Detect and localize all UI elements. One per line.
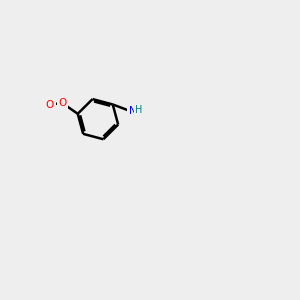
Text: O: O <box>58 98 66 108</box>
Text: N: N <box>129 106 137 116</box>
Text: H: H <box>135 105 143 115</box>
Text: O: O <box>46 100 54 110</box>
